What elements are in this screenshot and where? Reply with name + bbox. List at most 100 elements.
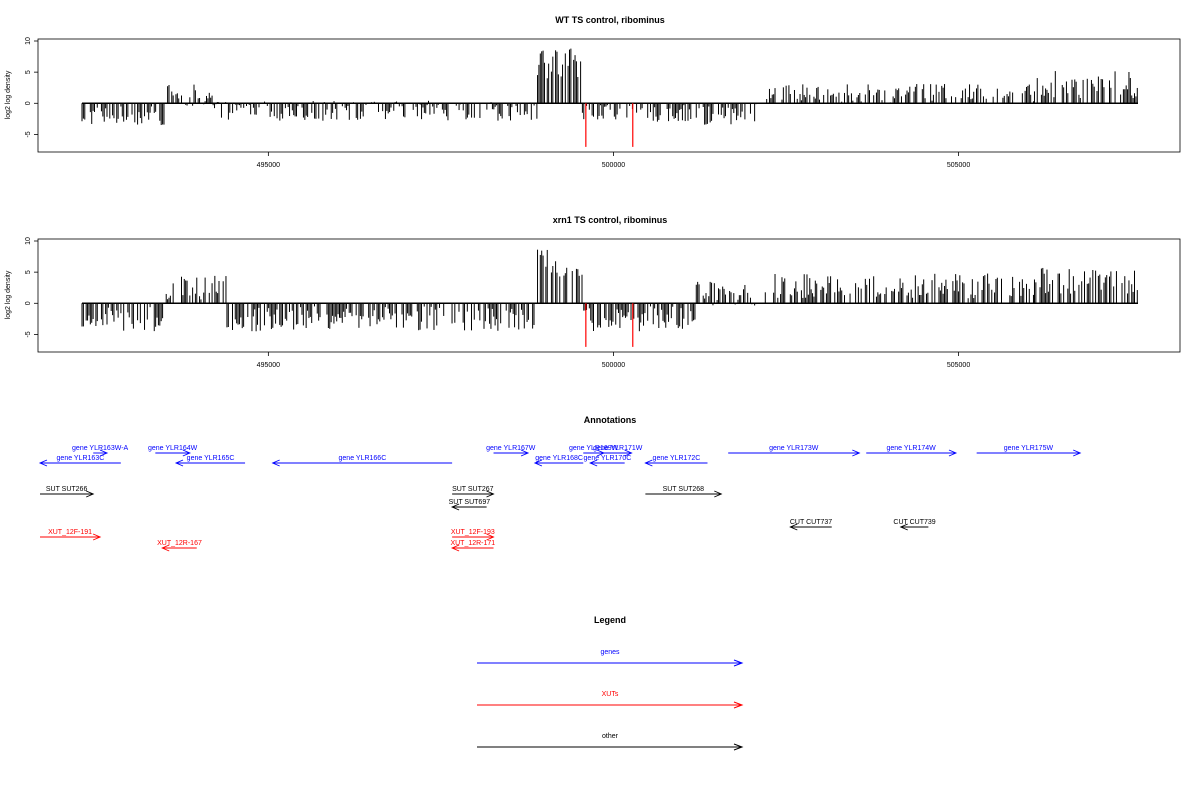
feature-arrowhead	[182, 449, 191, 457]
legend-items: genes XUTs other	[477, 649, 744, 751]
feature-label: CUT CUT739	[893, 519, 935, 526]
feature-arrowhead	[789, 523, 798, 531]
feature-arrowhead	[948, 449, 958, 457]
legend-label: XUTs	[602, 691, 619, 698]
feature-arrowhead	[99, 449, 109, 457]
annotation-feature: SUT SUT267	[452, 486, 495, 498]
annotations-title: Annotations	[584, 415, 637, 425]
feature-label: SUT SUT266	[46, 486, 88, 493]
y-tick-label: 10	[25, 37, 32, 45]
feature-arrowhead	[644, 459, 653, 467]
feature-arrowhead	[450, 544, 460, 552]
x-tick-label: 500000	[602, 362, 625, 369]
feature-label: gene YLR164W	[148, 445, 198, 452]
feature-arrowhead	[174, 459, 184, 467]
x-tick-label: 495000	[257, 362, 280, 369]
feature-arrowhead	[589, 459, 598, 467]
annotation-feature: SUT SUT266	[40, 486, 95, 498]
feature-label: gene YLR172C	[653, 455, 701, 462]
feature-arrowhead	[852, 449, 861, 457]
legend: Legend genes XUTs other	[477, 615, 744, 751]
annotation-feature: gene YLR172C	[644, 455, 708, 467]
xrn1-density-panel: xrn1 TS control, ribominus -5 0 5 10 495000…	[5, 215, 1181, 369]
feature-label: gene YLR175W	[1004, 445, 1054, 452]
feature-label: XUT_12F-193	[451, 529, 495, 536]
y-tick-label: 0	[25, 301, 32, 305]
feature-arrowhead	[92, 533, 102, 541]
annotation-feature: XUT_12F-191	[40, 529, 102, 541]
annotation-feature: XUT_12R-167	[157, 540, 202, 552]
annotation-feature: SUT SUT268	[645, 486, 723, 498]
xrn1-plot-frame	[37, 238, 1181, 353]
feature-arrowhead	[271, 459, 280, 467]
wt-y-axis-label: log2 log density	[5, 70, 12, 119]
annotation-feature: gene YLR174W	[866, 445, 958, 457]
annotation-feature: gene YLR170C	[584, 455, 632, 467]
feature-label: gene YLR163W-A	[72, 445, 128, 452]
legend-arrowhead	[733, 659, 744, 667]
feature-label: CUT CUT737	[790, 519, 832, 526]
feature-arrowhead	[486, 533, 495, 541]
legend-arrowhead	[733, 743, 744, 751]
annotation-feature: gene YLR168C	[533, 455, 584, 467]
feature-label: XUT_12F-191	[48, 529, 92, 536]
feature-arrowhead	[86, 490, 95, 498]
annotation-features: gene YLR163W-A gene YLR164W gene YLR163C ge…	[38, 445, 1082, 552]
xrn1-y-axis: -5 0 5 10	[25, 237, 38, 338]
xrn1-panel-title: xrn1 TS control, ribominus	[553, 215, 668, 225]
feature-arrowhead	[486, 490, 495, 498]
feature-arrowhead	[1073, 449, 1082, 457]
feature-label: gene YLR169W	[569, 445, 619, 452]
feature-arrowhead	[520, 449, 530, 457]
feature-label: gene YLR170C	[584, 455, 632, 462]
feature-arrowhead	[533, 459, 543, 467]
annotation-feature: gene YLR171W	[593, 445, 643, 457]
x-tick-label: 505000	[947, 362, 970, 369]
wt-bars	[81, 48, 1138, 147]
feature-label: gene YLR173W	[769, 445, 819, 452]
xrn1-x-axis: 495000 500000 505000	[257, 352, 970, 369]
annotation-feature: gene YLR167W	[486, 445, 536, 457]
xrn1-y-axis-label: log2 log density	[5, 270, 12, 319]
feature-label: SUT SUT268	[663, 486, 705, 493]
feature-label: gene YLR174W	[886, 445, 936, 452]
feature-arrowhead	[161, 544, 170, 552]
x-tick-label: 495000	[257, 162, 280, 169]
x-tick-label: 505000	[947, 162, 970, 169]
feature-label: gene YLR167W	[486, 445, 536, 452]
feature-label: SUT SUT697	[449, 499, 491, 506]
legend-arrowhead	[733, 701, 744, 709]
y-tick-label: -5	[25, 131, 32, 137]
wt-density-panel: WT TS control, ribominus -5 0 5 10 495000 50…	[5, 15, 1181, 169]
y-tick-label: 5	[25, 270, 32, 274]
wt-panel-title: WT TS control, ribominus	[555, 15, 665, 25]
y-tick-label: 0	[25, 101, 32, 105]
annotation-feature: CUT CUT737	[789, 519, 832, 531]
annotation-feature: gene YLR164W	[148, 445, 198, 457]
annotation-feature: gene YLR173W	[728, 445, 861, 457]
legend-item-xuts: XUTs	[477, 691, 744, 709]
xrn1-bars	[81, 249, 1138, 347]
feature-label: gene YLR163C	[57, 455, 105, 462]
legend-label: genes	[600, 649, 620, 656]
annotation-feature: gene YLR163C	[38, 455, 121, 467]
feature-arrowhead	[714, 490, 723, 498]
annotation-feature: gene YLR165C	[174, 455, 246, 467]
feature-arrowhead	[38, 459, 48, 467]
x-tick-label: 500000	[602, 162, 625, 169]
wt-x-axis: 495000 500000 505000	[257, 152, 970, 169]
annotations-panel: Annotations gene YLR163W-A gene YLR164Wge…	[38, 415, 1082, 552]
feature-label: gene YLR171W	[593, 445, 643, 452]
annotation-feature: SUT SUT697	[449, 499, 491, 511]
feature-label: gene YLR165C	[187, 455, 235, 462]
annotation-feature: gene YLR175W	[976, 445, 1082, 457]
annotation-feature: XUT_12R-171	[450, 540, 495, 552]
y-tick-label: 5	[25, 70, 32, 74]
legend-item-genes: genes	[477, 649, 744, 667]
feature-label: XUT_12R-171	[450, 540, 495, 547]
feature-arrowhead	[899, 523, 908, 531]
feature-label: SUT SUT267	[452, 486, 494, 493]
y-tick-label: -5	[25, 331, 32, 337]
legend-item-other: other	[477, 733, 744, 751]
